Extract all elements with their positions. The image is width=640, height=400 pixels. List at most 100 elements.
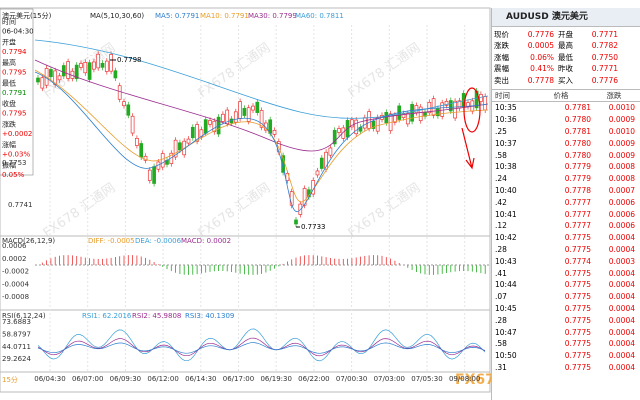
candle-body	[109, 54, 113, 72]
tick-change: 0.0009	[608, 138, 635, 148]
ma10: MA10: 0.7791	[200, 12, 249, 20]
candle-body	[315, 170, 320, 176]
info-label: 最高	[2, 58, 16, 67]
info-label: 振幅	[2, 161, 16, 170]
tick-row: .42 0.7777 0.0006	[492, 197, 640, 209]
macd-axis-label: -0.0008	[2, 293, 29, 301]
tick-row: 10:36 0.7780 0.0009	[492, 114, 640, 126]
candle-body	[337, 128, 341, 133]
rsi-title: RSI(6,12,24)	[2, 312, 46, 320]
tick-price: 0.7775	[564, 280, 591, 290]
column-header: 时间	[495, 90, 510, 100]
candle-body	[195, 124, 199, 142]
info-value: 0.05%	[2, 171, 25, 179]
candle-body	[117, 85, 122, 100]
tick-time: .25	[495, 126, 507, 136]
symbol: 澳元美元(15分)	[2, 11, 52, 20]
tick-change: 0.0010	[608, 103, 635, 113]
info-value: 06-04:30	[2, 28, 34, 36]
tick-row: .25 0.7781 0.0010	[492, 126, 640, 138]
time-label: 06/09:30	[110, 375, 141, 383]
chart-frame	[0, 7, 491, 393]
tick-price: 0.7775	[564, 351, 591, 361]
tick-row: .58 0.7775 0.0004	[492, 338, 640, 350]
candle-body	[203, 119, 208, 134]
info-label: 收盘	[2, 99, 16, 108]
tick-change: 0.0004	[608, 268, 635, 278]
candle-body	[233, 111, 238, 123]
quote-title: AUDUSD 澳元美元	[492, 8, 640, 27]
candle-body	[122, 101, 126, 107]
time-label: 06/14:30	[185, 375, 216, 383]
high-annotation: 0.7798	[117, 56, 142, 64]
tick-price: 0.7775	[564, 339, 591, 349]
quote-label: 开盘	[558, 30, 573, 39]
candle-body	[401, 113, 406, 119]
info-label: 涨幅	[2, 140, 16, 149]
rsi-axis-label: 73.6883	[2, 318, 31, 326]
logo-watermark: FX678 汇通网	[455, 372, 491, 388]
quote-value: 0.7771	[591, 64, 618, 74]
macd-value: MACD: 0.0002	[181, 237, 231, 245]
tick-time: .58	[495, 150, 507, 160]
tick-change: 0.0004	[608, 327, 635, 337]
quote-label: 最低	[558, 52, 573, 62]
ma5: MA5: 0.7791	[155, 12, 199, 20]
ticks-header: 时间 价格 涨跌	[492, 90, 640, 103]
candle-body	[238, 101, 242, 119]
info-value: +0.0002	[2, 130, 32, 138]
ma60-line	[34, 39, 489, 119]
tick-price: 0.7780	[564, 138, 591, 148]
candle-body	[135, 137, 139, 146]
macd-axis-label: -0.0004	[2, 280, 30, 288]
info-value: 0.7794	[2, 48, 27, 56]
candle-body	[410, 104, 414, 122]
macd-diff: DIFF: -0.0005	[88, 237, 135, 245]
tick-time: .12	[495, 221, 507, 231]
macd-title: MACD(26,12,9)	[2, 237, 55, 245]
tick-row: .28 0.7775 0.0004	[492, 244, 640, 256]
candle-body	[173, 139, 178, 158]
candle-body	[436, 108, 440, 117]
tick-change: 0.0008	[608, 174, 635, 184]
tick-row: 10:42 0.7775 0.0004	[492, 232, 640, 244]
quote-value: 0.7750	[591, 52, 618, 62]
candle-body	[393, 114, 397, 123]
tick-price: 0.7780	[564, 115, 591, 125]
candle-body	[96, 53, 101, 69]
quote-label: 现价	[494, 30, 509, 39]
tick-change: 0.0006	[608, 209, 635, 219]
tick-price: 0.7777	[564, 221, 591, 231]
candle-body	[87, 62, 92, 80]
tick-time: 10:38	[495, 162, 517, 172]
candle-body	[139, 143, 144, 158]
candle-body	[272, 130, 277, 135]
tick-price: 0.7779	[564, 162, 591, 172]
tick-row: 10:44 0.7775 0.0004	[492, 279, 640, 291]
info-value: +0.03%	[2, 151, 30, 159]
quote-value: 0.7771	[591, 30, 618, 39]
quote-label: 买入	[558, 75, 573, 85]
tick-row: 10:37 0.7780 0.0009	[492, 138, 640, 150]
info-label: 最低	[2, 79, 16, 88]
macd-dea: DEA: -0.0006	[135, 237, 182, 245]
tick-time: .58	[495, 339, 507, 349]
tick-time: 10:45	[495, 303, 517, 313]
tick-row: 10:45 0.7775 0.0004	[492, 303, 640, 315]
tick-price: 0.7780	[564, 150, 591, 160]
candle-body	[178, 142, 182, 151]
quote-panel: AUDUSD 澳元美元 现价 0.7776 开盘 0.7771 涨跌 0.0005 最高 0.…	[491, 8, 640, 400]
macd-axis-label: 0.0002	[2, 255, 27, 263]
price-label: 0.7741	[8, 201, 33, 209]
rsi-axis-label: 58.8797	[2, 330, 31, 338]
candle-body	[83, 62, 88, 74]
candle-body	[328, 147, 333, 156]
tick-change: 0.0004	[608, 315, 635, 325]
quote-grid: 现价 0.7776 开盘 0.7771 涨跌 0.0005 最高 0.7782 涨幅 0.06% 最…	[492, 27, 640, 90]
column-header: 价格	[553, 90, 569, 100]
tick-price: 0.7775	[564, 268, 591, 278]
ma-title: MA(5,10,30,60)	[90, 12, 144, 20]
tick-change: 0.0006	[608, 221, 635, 231]
candle-body	[453, 100, 457, 119]
tick-time: 10:43	[495, 256, 517, 266]
